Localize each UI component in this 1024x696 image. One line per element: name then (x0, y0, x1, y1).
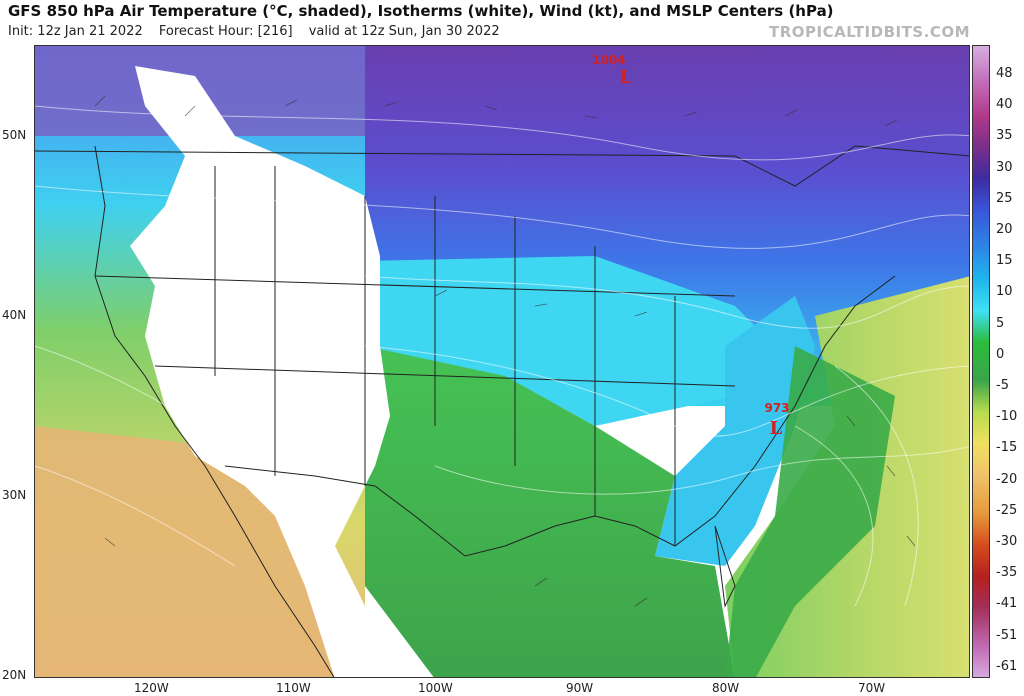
init-time: Init: 12z Jan 21 2022 (8, 24, 143, 39)
colorbar-label: -5 (996, 378, 1009, 393)
colorbar-label: 10 (996, 284, 1013, 300)
lat-label-30n: 30N (2, 488, 27, 502)
colorbar-label: -61 (996, 658, 1018, 674)
temp-field-gulf (365, 346, 735, 677)
lon-label-110w: 110W (276, 681, 311, 695)
temp-field-southeast-cold (655, 296, 815, 566)
map-frame: 1004 L 973 L (34, 45, 970, 678)
colorbar-label: 15 (996, 253, 1013, 269)
low-2-value: 973 (764, 401, 789, 415)
colorbar-label: -20 (996, 471, 1018, 487)
low-1-value: 1004 (592, 53, 625, 67)
colorbar-label: -51 (996, 627, 1018, 643)
low-center-1: 1004 L (592, 53, 632, 88)
terrain-mask (130, 66, 395, 677)
brand-watermark: TROPICALTIDBITS.COM (769, 23, 970, 41)
colorbar-label: 40 (996, 97, 1013, 113)
valid-time: valid at 12z Sun, Jan 30 2022 (308, 24, 500, 39)
colorbar-label: -10 (996, 409, 1018, 425)
low-center-2: 973 L (764, 401, 789, 439)
colorbar (972, 45, 990, 678)
colorbar-label: -41 (996, 596, 1018, 612)
lon-label-120w: 120W (134, 681, 169, 695)
lon-label-90w: 90W (566, 681, 594, 695)
colorbar-label: -15 (996, 440, 1018, 456)
chart-title: GFS 850 hPa Air Temperature (°C, shaded)… (8, 2, 834, 20)
lat-label-50n: 50N (2, 128, 27, 142)
chart-subtitle: Init: 12z Jan 21 2022 Forecast Hour: [21… (8, 24, 512, 39)
isotherm-lines (35, 105, 969, 607)
low-1-symbol: L (620, 67, 633, 88)
lon-label-70w: 70W (858, 681, 886, 695)
lat-label-40n: 40N (2, 308, 27, 322)
colorbar-label: 0 (996, 346, 1005, 362)
lon-label-80w: 80W (712, 681, 740, 695)
low-2-symbol: L (770, 418, 783, 439)
colorbar-label: 5 (996, 315, 1005, 331)
colorbar-label: -35 (996, 565, 1018, 581)
temp-field-atlantic-green-tongue (725, 346, 895, 677)
colorbar-label: -25 (996, 502, 1018, 518)
colorbar-label: -30 (996, 534, 1018, 549)
lat-label-20n: 20N (2, 668, 27, 682)
lon-label-100w: 100W (418, 681, 453, 695)
colorbar-label: 48 (996, 66, 1013, 81)
colorbar-label: 25 (996, 190, 1013, 206)
map-boundaries (35, 145, 969, 677)
colorbar-label: 20 (996, 222, 1013, 237)
colorbar-label: 35 (996, 128, 1013, 144)
colorbar-label: 30 (996, 159, 1013, 175)
wind-barbs (94, 95, 916, 607)
temperature-map: 1004 L 973 L (35, 46, 969, 677)
forecast-hour: Forecast Hour: [216] (158, 24, 293, 39)
